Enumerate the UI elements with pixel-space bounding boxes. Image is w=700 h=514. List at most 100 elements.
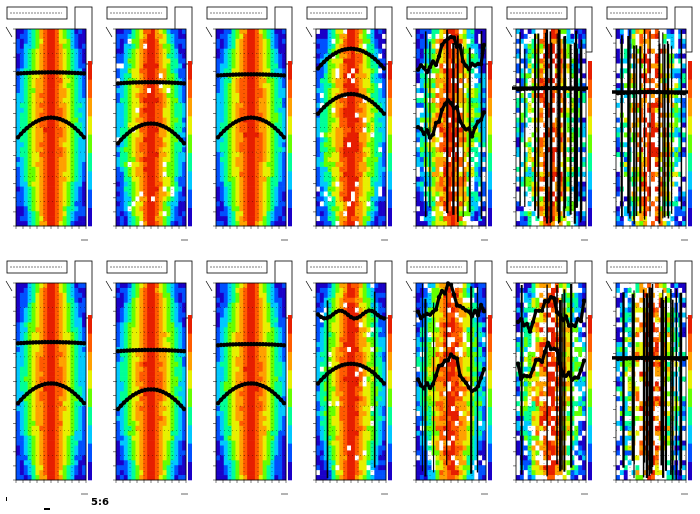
data-marker: [451, 292, 457, 297]
footer-dash-mark: [44, 508, 50, 510]
data-marker: [439, 42, 445, 48]
data-marker: [454, 104, 460, 110]
data-marker: [472, 308, 478, 313]
data-marker: [551, 296, 557, 301]
data-marker: [469, 314, 475, 319]
panel-row2-col2: [105, 260, 193, 495]
data-marker: [324, 56, 330, 62]
data-marker: [554, 347, 560, 353]
data-marker: [427, 64, 433, 70]
data-marker: [81, 135, 87, 140]
data-marker: [418, 383, 424, 388]
data-marker: [221, 128, 227, 133]
data-marker: [21, 394, 27, 399]
data-marker: [418, 315, 424, 321]
data-marker: [457, 119, 463, 124]
data-marker: [378, 62, 384, 68]
panel-row2-col7: [605, 260, 693, 495]
data-marker: [345, 312, 351, 317]
data-marker: [281, 73, 287, 78]
panel-heatmap: [116, 283, 187, 481]
data-marker: [545, 340, 551, 345]
data-marker: [578, 318, 584, 324]
data-marker: [375, 374, 381, 380]
data-marker: [460, 377, 466, 382]
panel-color-scale: [288, 315, 292, 481]
data-marker: [169, 395, 175, 400]
data-marker: [518, 317, 524, 322]
data-marker: [178, 403, 184, 408]
data-marker: [578, 367, 584, 373]
data-marker: [581, 298, 587, 303]
panel-row1-col7: [605, 6, 693, 241]
data-marker: [172, 397, 178, 402]
data-marker: [524, 321, 530, 327]
data-marker: [375, 59, 381, 65]
data-marker: [481, 309, 487, 314]
data-marker: [518, 376, 524, 382]
data-marker: [369, 369, 375, 374]
data-marker: [424, 381, 430, 386]
data-marker: [315, 111, 321, 116]
data-marker: [78, 131, 84, 137]
data-marker: [318, 377, 324, 383]
data-marker: [427, 135, 433, 140]
panel-heatmap: [316, 29, 387, 227]
data-marker: [430, 132, 436, 137]
data-marker: [448, 101, 454, 106]
data-marker: [221, 394, 227, 399]
data-marker: [115, 406, 121, 412]
data-marker: [563, 314, 569, 319]
y-axis-label-mark: [505, 280, 513, 292]
data-marker: [460, 305, 466, 311]
data-marker: [442, 102, 448, 107]
data-marker: [466, 67, 472, 72]
panel-heatmap: [16, 29, 87, 227]
y-axis-label-mark: [305, 26, 313, 38]
data-marker: [381, 66, 387, 71]
data-marker: [539, 359, 545, 364]
data-marker: [545, 299, 551, 304]
data-marker: [172, 131, 178, 137]
data-marker: [381, 316, 387, 321]
data-marker: [278, 397, 284, 402]
data-marker: [448, 282, 454, 287]
data-marker: [433, 307, 439, 312]
data-marker: [436, 119, 442, 124]
data-marker: [224, 125, 230, 131]
data-marker: [454, 356, 460, 361]
data-marker: [448, 352, 454, 357]
data-marker: [275, 394, 281, 399]
data-marker: [121, 134, 127, 139]
data-marker: [478, 302, 484, 308]
data-marker: [460, 123, 466, 129]
data-marker: [378, 108, 384, 113]
panel-heatmap: [216, 29, 287, 227]
y-axis-label-mark: [105, 280, 113, 292]
y-axis-label-mark: [5, 26, 13, 38]
data-marker: [272, 125, 278, 131]
data-marker: [421, 386, 427, 391]
data-marker: [481, 110, 487, 115]
data-marker: [215, 135, 221, 140]
data-marker: [278, 131, 284, 137]
panel-row1-col2: [105, 6, 193, 241]
data-marker: [281, 343, 287, 348]
data-marker: [466, 126, 472, 131]
panel-color-scale: [288, 61, 292, 227]
data-marker: [439, 362, 445, 368]
data-marker: [557, 312, 563, 318]
data-marker: [372, 310, 378, 315]
y-axis-label-mark: [405, 280, 413, 292]
data-marker: [554, 310, 560, 315]
data-marker: [315, 312, 321, 317]
panel-color-scale: [488, 315, 492, 481]
data-marker: [118, 137, 124, 142]
data-marker: [451, 35, 457, 40]
data-marker: [427, 312, 433, 317]
data-marker: [478, 375, 484, 381]
panel-row2-col1: [5, 260, 93, 495]
y-axis-label-mark: [505, 26, 513, 38]
data-marker: [542, 349, 548, 354]
data-marker: [557, 361, 563, 366]
